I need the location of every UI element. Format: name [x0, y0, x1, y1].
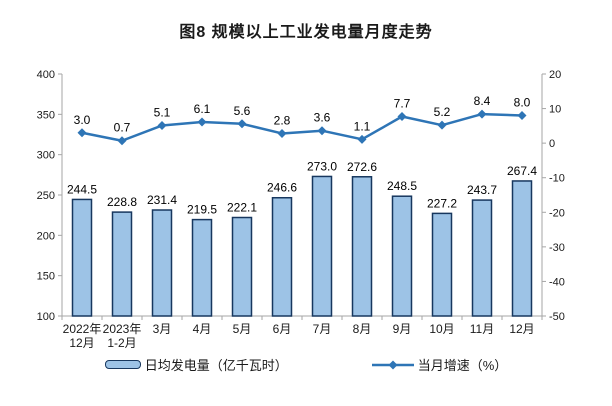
- bar-value-label: 227.2: [427, 196, 457, 210]
- line-value-label: 1.1: [354, 119, 371, 133]
- y-axis-right-tick-label: -50: [549, 311, 565, 323]
- line-marker: [157, 121, 167, 131]
- x-axis-label: 4月: [193, 322, 212, 336]
- y-axis-right-tick-label: -20: [549, 207, 565, 219]
- x-axis-label: 11月: [470, 322, 494, 336]
- chart-title: 图8 规模以上工业发电量月度走势: [179, 24, 433, 41]
- line-marker: [117, 136, 127, 146]
- bar-value-label: 267.4: [507, 164, 537, 178]
- line-value-label: 3.0: [74, 113, 91, 127]
- bar-value-label: 246.6: [267, 181, 297, 195]
- line-value-label: 8.4: [474, 94, 491, 108]
- bar-value-label: 222.1: [227, 201, 257, 215]
- line-value-label: 5.2: [434, 105, 451, 119]
- bar-4月: [191, 218, 213, 317]
- x-axis-label: 6月: [273, 322, 292, 336]
- y-axis-left-tick-label: 200: [37, 230, 55, 242]
- line-value-label: 0.7: [114, 121, 131, 135]
- line-value-label: 8.0: [514, 95, 531, 109]
- line-marker: [517, 110, 527, 120]
- y-axis-right-tick-label: 0: [549, 138, 555, 150]
- y-axis-left-tick-label: 250: [37, 190, 55, 202]
- line-marker: [357, 134, 367, 144]
- x-axis-label: 3月: [153, 322, 172, 336]
- growth-line: [80, 112, 524, 142]
- legend-label-line: 当月增速（%）: [417, 358, 508, 373]
- y-axis-left-tick-label: 400: [37, 69, 55, 81]
- line-value-label: 2.8: [274, 113, 291, 127]
- line-marker: [397, 112, 407, 122]
- line-marker: [437, 120, 447, 130]
- legend-marker-icon: [388, 360, 398, 369]
- legend-label-bars: 日均发电量（亿千瓦时）: [144, 358, 288, 373]
- line-value-label: 5.1: [154, 106, 171, 120]
- x-axis-label: 1-2月: [107, 336, 136, 350]
- y-axis-right-tick-label: 20: [549, 69, 561, 81]
- y-axis-left-tick-label: 350: [37, 109, 55, 121]
- line-marker: [77, 128, 87, 138]
- y-axis-left-tick-label: 100: [37, 311, 55, 323]
- x-axis-label: 2022年: [63, 322, 102, 336]
- bar-9月: [391, 195, 413, 317]
- y-axis-right-tick-label: -10: [549, 173, 565, 185]
- legend-entry-bars: 日均发电量（亿千瓦时）: [104, 355, 288, 374]
- y-axis-right-tick-label: -40: [549, 276, 565, 288]
- bar-value-label: 243.7: [467, 183, 497, 197]
- x-axis-label: 5月: [233, 322, 252, 336]
- y-axis-right-tick-label: -30: [549, 242, 565, 254]
- bar-10月: [431, 212, 453, 317]
- bar-value-label: 248.5: [387, 179, 417, 193]
- bar-series-swatch-icon: [104, 360, 141, 369]
- bar-12月: [511, 180, 533, 317]
- bar-value-label: 272.6: [347, 160, 377, 174]
- legend-entry-line: 当月增速（%）: [371, 355, 508, 374]
- line-marker: [197, 117, 207, 127]
- line-series-swatch-icon: [371, 360, 414, 369]
- y-axis-left-tick-label: 150: [37, 271, 55, 283]
- line-marker: [237, 119, 247, 129]
- x-axis-label: 2023年: [103, 322, 142, 336]
- bar-3月: [151, 209, 173, 317]
- bar-6月: [271, 196, 293, 317]
- bar-8月: [351, 176, 373, 317]
- x-axis-label: 9月: [393, 322, 412, 336]
- line-marker: [477, 109, 487, 119]
- bar-value-label: 244.5: [67, 182, 97, 196]
- bar-value-label: 273.0: [307, 159, 337, 173]
- line-marker: [317, 126, 327, 136]
- line-value-label: 5.6: [234, 104, 251, 118]
- chart-legend: 日均发电量（亿千瓦时） 当月增速（%）: [0, 355, 612, 374]
- y-axis-right-tick-label: 10: [549, 104, 561, 116]
- line-value-label: 6.1: [194, 102, 211, 116]
- x-axis-label: 7月: [313, 322, 332, 336]
- bar-11月: [471, 199, 493, 317]
- x-axis-label: 8月: [353, 322, 372, 336]
- bar-2022年12月: [71, 198, 93, 317]
- x-axis-label: 12月: [509, 322, 534, 336]
- line-value-label: 3.6: [314, 111, 331, 125]
- bar-5月: [231, 216, 253, 317]
- bar-value-label: 219.5: [187, 203, 217, 217]
- bar-value-label: 228.8: [107, 195, 137, 209]
- y-axis-left-tick-label: 300: [37, 150, 55, 162]
- bar-value-label: 231.4: [147, 193, 177, 207]
- x-axis-label: 12月: [69, 336, 94, 350]
- bar-7月: [311, 175, 333, 317]
- line-marker: [277, 128, 287, 138]
- line-value-label: 7.7: [394, 97, 411, 111]
- bar-2023年1-2月: [111, 211, 133, 317]
- x-axis-label: 10月: [429, 322, 454, 336]
